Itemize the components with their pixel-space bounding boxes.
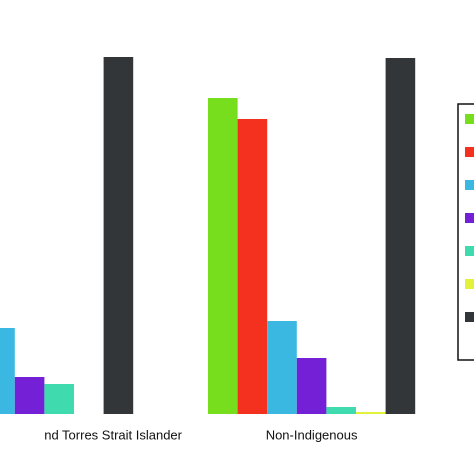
bar (385, 58, 416, 414)
x-tick-label: nd Torres Strait Islander (44, 427, 182, 442)
x-tick-label: Non-Indigenous (266, 427, 358, 442)
bar (296, 358, 327, 414)
bar (0, 328, 15, 414)
bar (14, 377, 45, 414)
legend-swatch (465, 213, 474, 223)
bar (326, 407, 356, 414)
bar (208, 98, 238, 414)
legend-swatch (465, 246, 474, 256)
legend-swatch (465, 180, 474, 190)
legend-swatch (465, 279, 474, 289)
bar (267, 321, 297, 414)
bar (44, 384, 74, 414)
legend-swatch (465, 312, 474, 322)
bar (103, 57, 134, 414)
bar (237, 119, 268, 414)
legend-swatch (465, 114, 474, 124)
legend-box (457, 103, 474, 361)
bar (356, 412, 386, 414)
legend-swatch (465, 147, 474, 157)
